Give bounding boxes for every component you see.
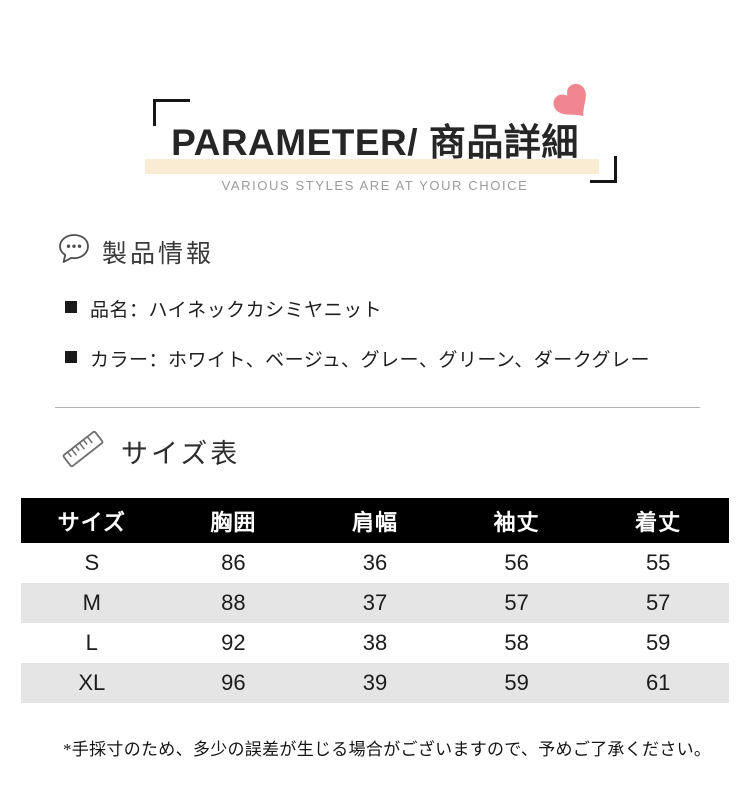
table-row: L 92 38 58 59: [21, 623, 729, 663]
table-cell: 92: [221, 630, 246, 655]
product-color-row: カラー：ホワイト、ベージュ、グレー、グリーン、ダークグレー: [65, 345, 650, 372]
table-cell: 55: [645, 550, 671, 575]
column-header-shoulder: 肩幅: [304, 498, 446, 543]
table-cell: 59: [504, 670, 529, 695]
speech-bubble-icon: [57, 232, 91, 271]
product-info-header: 製品情報: [57, 232, 214, 271]
product-info-title: 製品情報: [102, 240, 215, 268]
page-title: PARAMETER/ 商品詳細: [145, 112, 599, 174]
size-section-header: サイズ表: [60, 429, 240, 474]
product-color-text: カラー：ホワイト、ベージュ、グレー、グリーン、ダークグレー: [90, 350, 650, 371]
table-row: XL 96 39 59 61: [21, 663, 729, 703]
table-cell: 56: [504, 550, 529, 575]
table-row: M 88 37 57 57: [21, 583, 729, 623]
table-cell: 86: [221, 550, 246, 575]
size-table: サイズ 胸囲 肩幅 袖丈 着丈 S 86 36 56 55 M 88 37 57…: [21, 498, 729, 703]
corner-bracket-bottom-right-icon: [590, 156, 617, 183]
table-cell: 38: [362, 630, 388, 655]
corner-bracket-top-left-icon: [153, 99, 190, 126]
table-cell: M: [82, 590, 101, 615]
table-cell: 57: [645, 590, 671, 615]
table-cell: 36: [362, 550, 388, 575]
size-section-title: サイズ表: [121, 439, 241, 469]
column-header-sleeve: 袖丈: [445, 498, 588, 543]
table-header-row: サイズ 胸囲 肩幅 袖丈 着丈: [21, 498, 729, 543]
table-cell: 61: [645, 670, 671, 695]
table-cell: 58: [504, 630, 529, 655]
heart-icon: [549, 80, 600, 131]
table-row: S 86 36 56 55: [21, 543, 729, 583]
table-cell: 96: [221, 670, 246, 695]
column-header-size: サイズ: [21, 498, 163, 543]
header: PARAMETER/ 商品詳細: [0, 112, 750, 174]
column-header-chest: 胸囲: [162, 498, 305, 543]
header-subtitle: VARIOUS STYLES ARE AT YOUR CHOICE: [221, 178, 529, 193]
ruler-icon: [60, 429, 106, 474]
table-cell: 57: [504, 590, 529, 615]
section-divider: [55, 407, 700, 408]
bullet-square-icon: [65, 301, 77, 313]
table-cell: 39: [362, 670, 388, 695]
table-cell: L: [85, 630, 98, 655]
column-header-length: 着丈: [587, 498, 729, 543]
table-cell: 37: [362, 590, 388, 615]
product-name-row: 品名：ハイネックカシミヤニット: [65, 295, 382, 322]
table-cell: 88: [221, 590, 246, 615]
table-cell: 59: [645, 630, 671, 655]
measurement-disclaimer: *手採寸のため、多少の誤差が生じる場合がございますので、予めご了承ください。: [63, 740, 712, 759]
table-cell: S: [84, 550, 100, 575]
product-name-text: 品名：ハイネックカシミヤニット: [90, 300, 383, 321]
table-cell: XL: [78, 670, 106, 695]
bullet-square-icon: [65, 351, 77, 363]
